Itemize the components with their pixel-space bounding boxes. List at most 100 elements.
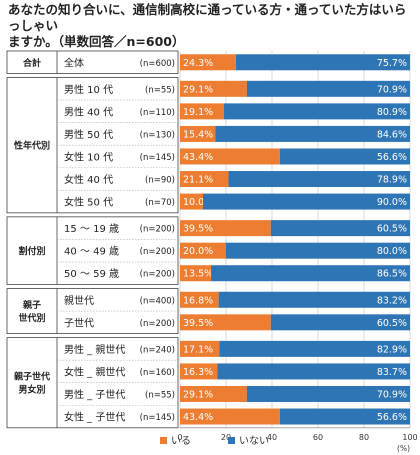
value-label-0-9: 13.5% xyxy=(183,269,213,280)
value-label-1-12: 82.9% xyxy=(377,344,407,355)
row-n-14: (n=55) xyxy=(145,390,175,400)
x-tick-label-5: 100 xyxy=(402,433,417,442)
value-label-1-3: 84.6% xyxy=(377,129,407,140)
bar-0-15 xyxy=(180,408,280,425)
bar-1-14 xyxy=(246,385,410,402)
bar-1-3 xyxy=(215,125,410,142)
row-label-8: 40 ～ 49 歳 xyxy=(64,246,119,258)
row-label-3: 男性 50 代 xyxy=(64,128,113,141)
bar-1-15 xyxy=(279,408,410,425)
x-tick-label-2: 40 xyxy=(267,433,277,442)
bar-0-12 xyxy=(180,340,220,357)
bar-0-2 xyxy=(180,103,224,120)
value-label-1-1: 70.9% xyxy=(377,84,407,95)
bar-1-6 xyxy=(203,193,410,210)
row-label-12: 男性 _ 親世代 xyxy=(64,343,125,356)
bar-0-7 xyxy=(180,220,271,237)
bar-0-4 xyxy=(180,148,280,165)
x-tick-label-4: 80 xyxy=(359,433,369,442)
value-label-1-2: 80.9% xyxy=(377,107,407,118)
value-label-1-9: 86.5% xyxy=(377,269,407,280)
value-label-0-11: 39.5% xyxy=(183,318,213,329)
legend-label-iru: いる xyxy=(171,436,191,447)
row-n-11: (n=200) xyxy=(140,319,175,329)
bar-0-8 xyxy=(180,242,226,259)
value-label-1-14: 70.9% xyxy=(377,389,407,400)
bar-1-1 xyxy=(246,80,410,97)
row-n-1: (n=55) xyxy=(145,85,175,95)
row-n-6: (n=70) xyxy=(145,198,175,208)
row-n-8: (n=200) xyxy=(140,247,175,257)
row-n-4: (n=145) xyxy=(140,153,175,163)
group-label-0: 合計 xyxy=(23,57,41,69)
value-label-1-11: 60.5% xyxy=(377,318,407,329)
value-label-1-5: 78.9% xyxy=(377,175,407,186)
chart-title: あなたの知り合いに、通信制高校に通っている方・通っていた方はいらっしゃい ますか… xyxy=(8,2,412,50)
value-label-0-1: 29.1% xyxy=(183,84,213,95)
bar-0-13 xyxy=(180,363,218,380)
value-label-0-12: 17.1% xyxy=(183,344,213,355)
row-label-11: 子世代 xyxy=(64,317,94,329)
row-label-6: 女性 50 代 xyxy=(64,196,113,209)
bar-1-5 xyxy=(228,171,410,188)
row-label-0: 全体 xyxy=(64,56,84,69)
bar-1-8 xyxy=(226,242,410,259)
group-label-1: 性年代別 xyxy=(14,140,50,152)
value-label-0-3: 15.4% xyxy=(183,129,213,140)
row-n-5: (n=90) xyxy=(145,176,175,186)
row-n-3: (n=130) xyxy=(140,130,175,140)
legend-label-inai: いない xyxy=(239,436,269,447)
row-label-13: 女性 _ 親世代 xyxy=(64,365,125,378)
row-label-14: 男性 _ 子世代 xyxy=(64,388,125,401)
bar-0-1 xyxy=(180,80,247,97)
legend-item-inai: いない xyxy=(228,432,269,447)
row-label-5: 女性 40 代 xyxy=(64,173,113,186)
row-n-12: (n=240) xyxy=(140,345,175,355)
value-label-0-5: 21.1% xyxy=(183,175,213,186)
row-label-2: 男性 40 代 xyxy=(64,105,113,118)
group-box-0 xyxy=(6,50,179,74)
bar-0-9 xyxy=(180,265,212,282)
row-n-13: (n=160) xyxy=(140,368,175,378)
group-label-4: 親子世代男女別 xyxy=(14,371,50,396)
value-label-0-14: 29.1% xyxy=(183,389,213,400)
value-label-1-15: 56.6% xyxy=(377,412,407,423)
value-label-1-8: 80.0% xyxy=(377,246,407,257)
value-label-1-13: 83.7% xyxy=(377,367,407,378)
group-label-2: 割付別 xyxy=(18,245,45,257)
value-label-0-6: 10.0% xyxy=(183,197,213,208)
bar-0-14 xyxy=(180,385,247,402)
bar-0-6 xyxy=(180,193,203,210)
bar-0-3 xyxy=(180,125,216,142)
row-n-9: (n=200) xyxy=(140,270,175,280)
value-label-0-8: 20.0% xyxy=(183,246,213,257)
bar-1-11 xyxy=(270,314,410,331)
bar-0-10 xyxy=(180,291,219,308)
value-label-0-7: 39.5% xyxy=(183,224,213,235)
bar-1-4 xyxy=(279,148,410,165)
value-label-1-10: 83.2% xyxy=(377,295,407,306)
value-label-1-7: 60.5% xyxy=(377,224,407,235)
group-label-3: 親子世代別 xyxy=(18,299,45,324)
legend-item-iru: いる xyxy=(160,432,191,447)
bar-0-5 xyxy=(180,171,229,188)
row-label-7: 15 ～ 19 歳 xyxy=(64,223,119,235)
bar-1-10 xyxy=(218,291,410,308)
legend-swatch-iru xyxy=(160,437,167,444)
row-n-15: (n=145) xyxy=(140,413,175,423)
value-label-0-4: 43.4% xyxy=(183,152,213,163)
bar-1-12 xyxy=(219,340,410,357)
row-n-0: (n=600) xyxy=(140,59,175,69)
title-line-1: あなたの知り合いに、通信制高校に通っている方・通っていた方はいらっしゃい xyxy=(8,2,407,33)
x-tick-label-0: 0 xyxy=(177,433,182,442)
row-label-1: 男性 10 代 xyxy=(64,83,113,96)
value-label-0-13: 16.3% xyxy=(183,367,213,378)
row-label-4: 女性 10 代 xyxy=(64,150,113,163)
title-line-2: ますか。（単数回答／n=600） xyxy=(8,34,185,49)
bar-0-0 xyxy=(180,54,236,71)
x-tick-label-3: 60 xyxy=(313,433,323,442)
row-label-9: 50 ～ 59 歳 xyxy=(64,268,119,280)
value-label-0-15: 43.4% xyxy=(183,412,213,423)
value-label-0-2: 19.1% xyxy=(183,107,213,118)
